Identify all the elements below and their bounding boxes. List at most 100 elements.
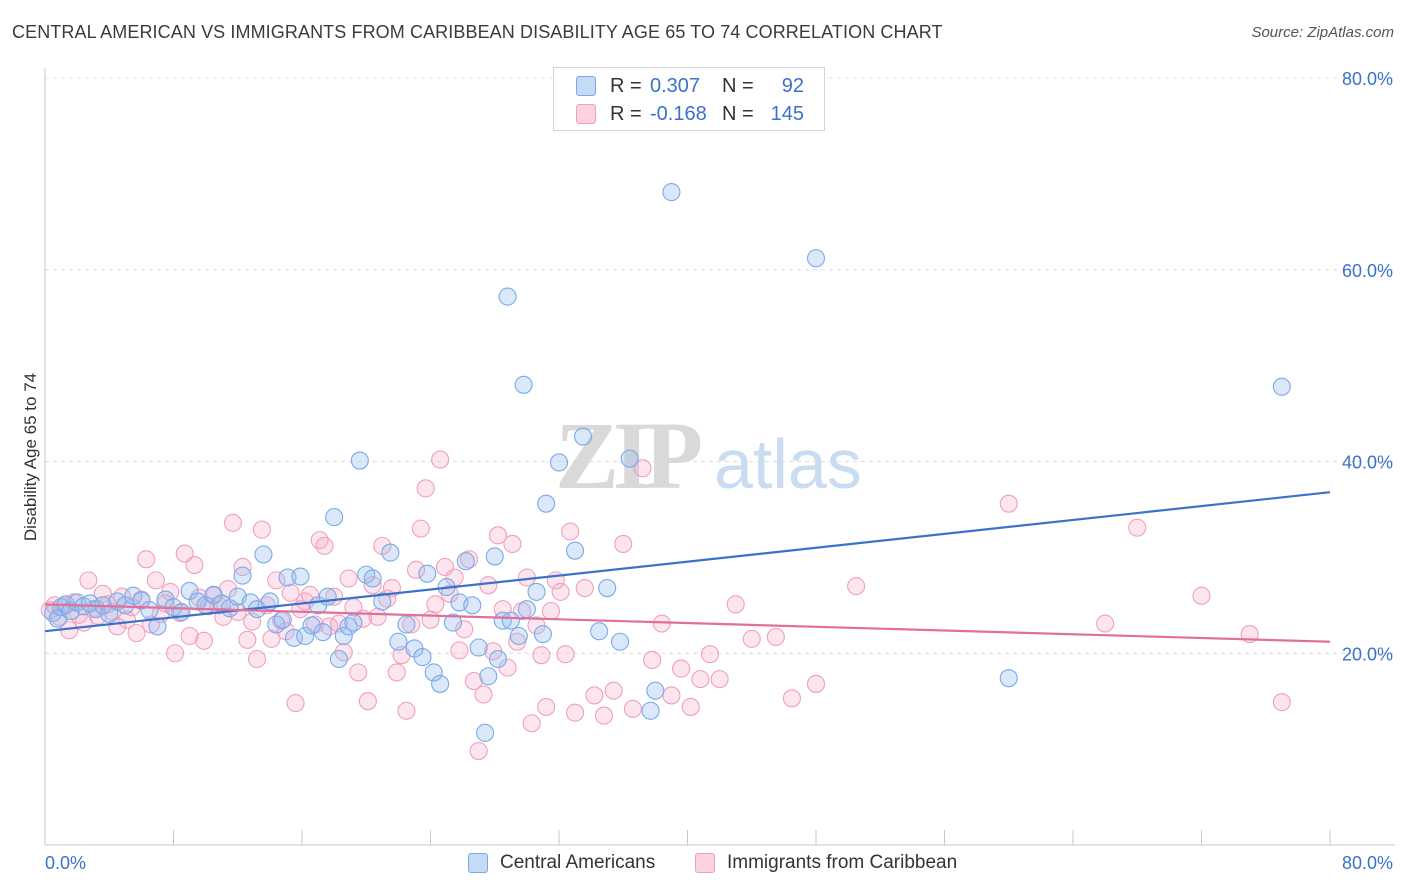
legend-n-value: 145 (770, 102, 804, 125)
point-central-american (334, 626, 353, 646)
source-label: Source: ZipAtlas.com (1251, 24, 1394, 41)
point-caribbean (710, 670, 729, 689)
y-axis-label: Disability Age 65 to 74 (21, 373, 40, 541)
point-caribbean (406, 560, 426, 579)
point-central-american (488, 649, 508, 669)
point-caribbean (623, 699, 642, 718)
y-tick-label: 20.0% (1342, 644, 1393, 664)
point-central-american (662, 183, 681, 202)
chart-title: CENTRAL AMERICAN VS IMMIGRANTS FROM CARI… (12, 22, 943, 42)
series-central-american-points (43, 183, 1291, 742)
point-central-american (443, 613, 463, 632)
point-caribbean (1096, 614, 1115, 633)
legend-r-value: -0.168 (650, 102, 707, 125)
point-caribbean (551, 582, 570, 601)
point-caribbean (426, 595, 445, 614)
point-central-american (620, 449, 639, 468)
point-central-american (254, 545, 273, 564)
point-caribbean (252, 520, 271, 539)
point-central-american (641, 701, 660, 720)
point-central-american (514, 375, 533, 394)
point-caribbean (561, 522, 580, 541)
point-central-american (485, 547, 504, 566)
point-central-american (318, 587, 337, 606)
point-caribbean (575, 579, 594, 598)
point-caribbean (146, 571, 165, 590)
point-central-american (574, 427, 593, 446)
point-caribbean (1192, 586, 1211, 605)
point-caribbean (431, 450, 450, 469)
point-central-american (806, 249, 826, 268)
point-central-american (381, 543, 400, 562)
point-central-american (329, 649, 348, 669)
point-central-american (463, 596, 482, 615)
point-caribbean (79, 571, 98, 590)
trend-lines (44, 491, 1331, 643)
point-central-american (533, 625, 552, 644)
point-caribbean (310, 531, 329, 550)
point-caribbean (194, 631, 214, 650)
y-tick-label: 80.0% (1342, 69, 1393, 89)
point-central-american (509, 626, 528, 646)
point-caribbean (585, 686, 604, 705)
point-caribbean (421, 610, 440, 629)
point-caribbean (281, 583, 300, 602)
point-caribbean (999, 494, 1018, 513)
point-caribbean (267, 571, 286, 590)
point-caribbean (1272, 693, 1291, 712)
x-tick-label-min: 0.0% (45, 853, 86, 873)
point-caribbean (594, 706, 614, 725)
point-caribbean (726, 595, 745, 614)
point-caribbean (455, 620, 474, 639)
legend-r-label: R = (610, 74, 642, 97)
point-central-american (233, 566, 252, 585)
bottom-legend-caribbean: Immigrants from Caribbean (695, 852, 957, 874)
point-central-american (501, 611, 520, 630)
point-caribbean (488, 526, 508, 545)
point-caribbean (782, 689, 801, 708)
point-caribbean (368, 607, 387, 626)
point-caribbean (806, 674, 826, 693)
point-caribbean (681, 697, 700, 716)
point-central-american (302, 616, 321, 635)
point-caribbean (238, 630, 257, 649)
point-caribbean (691, 670, 710, 689)
point-caribbean (604, 681, 623, 700)
point-caribbean (137, 550, 156, 569)
point-caribbean (566, 703, 585, 722)
watermark-atlas: atlas (714, 425, 862, 503)
point-central-american (291, 567, 310, 586)
point-central-american (549, 453, 569, 472)
point-central-american (148, 617, 167, 636)
point-caribbean (247, 649, 267, 669)
point-central-american (566, 541, 585, 560)
legend-n-value: 92 (781, 74, 804, 97)
point-central-american (413, 648, 432, 667)
point-caribbean (537, 697, 556, 716)
point-caribbean (633, 459, 652, 478)
point-caribbean (223, 513, 242, 532)
legend-r-label: R = (610, 102, 642, 125)
point-central-american (418, 564, 437, 583)
point-central-american (999, 669, 1018, 688)
legend-n-label: N = (722, 74, 754, 97)
point-caribbean (339, 569, 358, 588)
point-central-american (431, 674, 450, 693)
point-caribbean (532, 646, 551, 665)
point-caribbean (522, 714, 541, 733)
tick-labels: 20.0% 40.0% 60.0% 80.0% 0.0% 80.0% (45, 69, 1393, 873)
legend-n-label: N = (722, 102, 754, 125)
point-central-american (1272, 377, 1291, 396)
point-caribbean (742, 629, 761, 648)
point-caribbean (349, 663, 368, 682)
y-tick-label: 40.0% (1342, 453, 1393, 473)
point-caribbean (315, 536, 334, 555)
point-caribbean (464, 672, 483, 691)
point-caribbean (286, 694, 305, 713)
point-central-american (373, 592, 392, 611)
point-central-american (469, 638, 488, 657)
point-central-american (517, 600, 536, 619)
point-central-american (344, 613, 363, 632)
point-caribbean (397, 701, 416, 720)
